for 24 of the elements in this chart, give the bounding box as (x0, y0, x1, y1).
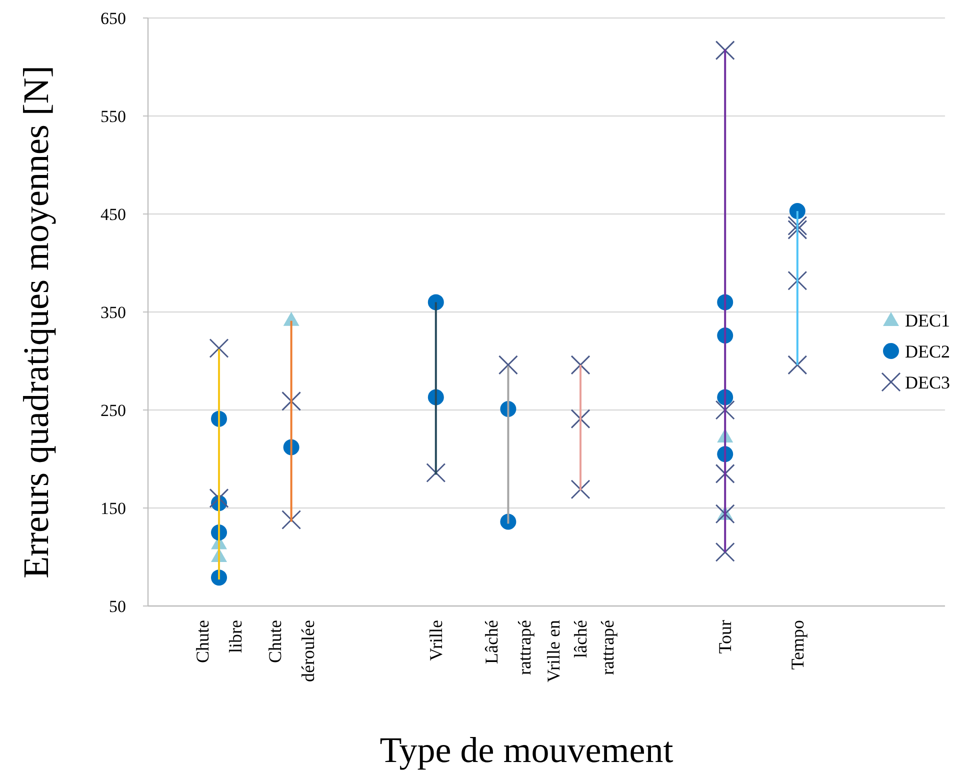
legend-label: DEC1 (905, 310, 950, 330)
y-tick-label: 650 (100, 8, 126, 28)
bar (507, 366, 510, 524)
bar (724, 49, 726, 552)
y-tick-label: 150 (100, 498, 126, 518)
x-tick-label: Chute libre (192, 620, 246, 663)
y-tick-label: 50 (109, 596, 126, 616)
x-tick-label: Tour (715, 620, 736, 654)
bar (796, 211, 798, 365)
legend-label: DEC3 (905, 372, 950, 392)
bar (290, 320, 292, 522)
x-axis-title: Type de mouvement (380, 730, 674, 770)
x-tick-label: Lâché rattrapé (482, 620, 535, 675)
y-axis-title: Erreurs quadratiques moyennes [N] (16, 66, 56, 578)
y-tick-label: 250 (100, 400, 126, 420)
y-tick-label: 550 (100, 106, 126, 126)
bar (580, 364, 582, 490)
y-tick-label: 350 (100, 302, 126, 322)
y-tick-label: 450 (100, 204, 126, 224)
bar (434, 302, 437, 475)
legend-label: DEC2 (905, 341, 950, 362)
bar (218, 349, 220, 580)
x-tick-label: Vrille (426, 620, 446, 661)
x-tick-label: Tempo (787, 620, 808, 670)
